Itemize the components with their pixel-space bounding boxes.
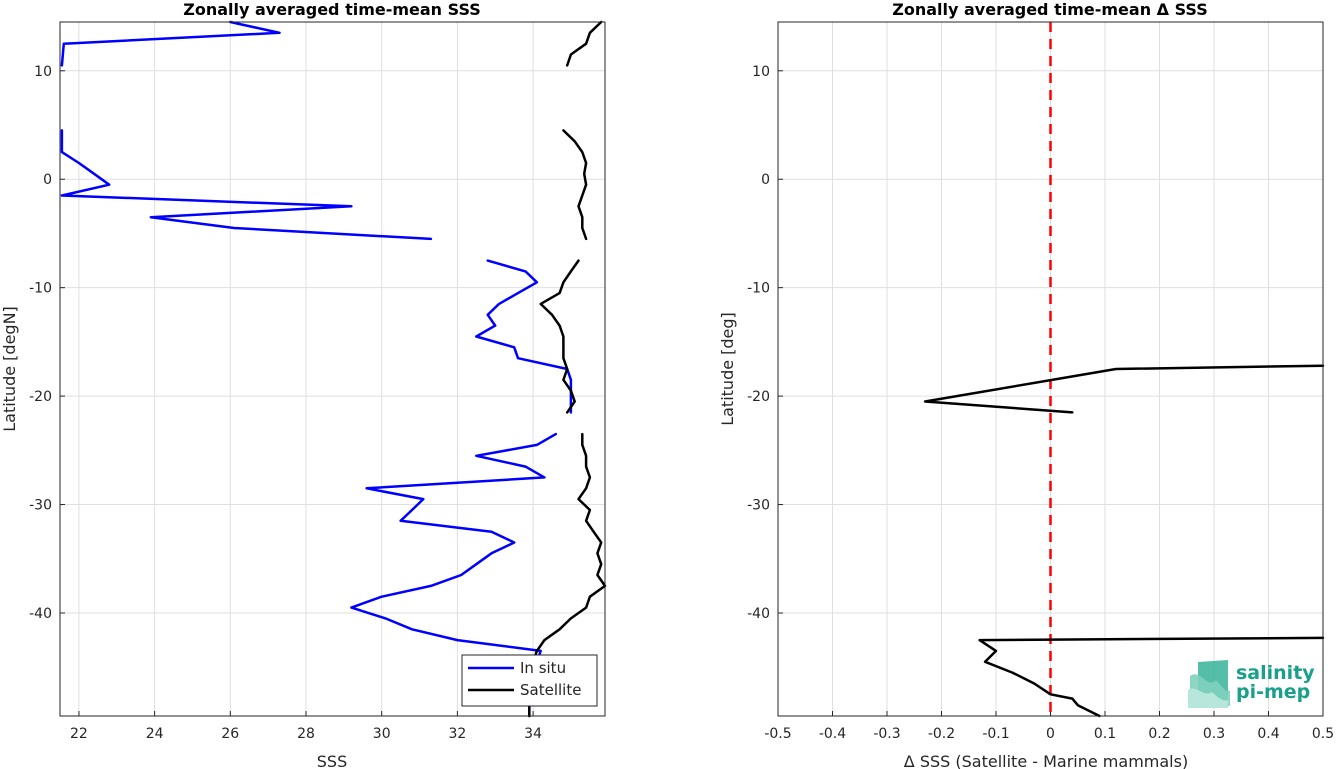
y-tick-label: -20	[29, 389, 52, 405]
logo-text-salinity: salinity	[1236, 662, 1315, 684]
y-tick-label: 10	[34, 64, 52, 80]
x-tick-label: 0.2	[1148, 726, 1170, 742]
chart-title-right: Zonally averaged time-mean Δ SSS	[892, 0, 1208, 19]
ticks-left: 22 24 26 28 30 32 34 10 0 -10 -20 -30 -40	[29, 64, 542, 742]
series-left	[60, 20, 607, 718]
x-tick-label: 28	[297, 726, 315, 742]
series-line-satellite	[562, 129, 588, 241]
x-tick-label: 0.3	[1203, 726, 1225, 742]
x-tick-label: 34	[524, 726, 542, 742]
x-tick-label: 0	[1046, 726, 1055, 742]
y-tick-label: 10	[752, 64, 770, 80]
axes-frame-left	[59, 21, 606, 717]
legend-box	[461, 654, 598, 707]
ticks-right: -0.5 -0.4 -0.3 -0.2 -0.1 0 0.1 0.2 0.3 0.4 0.5 10 0 -…	[747, 64, 1334, 742]
series-line-in-situ	[60, 129, 433, 241]
series-right	[923, 22, 1325, 718]
x-axis-label-right: Δ SSS (Satellite - Marine mammals)	[904, 752, 1188, 769]
x-tick-label: 24	[146, 726, 164, 742]
x-tick-label: 0.1	[1094, 726, 1116, 742]
y-tick-label: -20	[747, 389, 770, 405]
axes-frame-right	[777, 21, 1324, 717]
chart-title-left: Zonally averaged time-mean SSS	[183, 0, 481, 19]
x-tick-label: 32	[448, 726, 466, 742]
salinity-pi-mep-logo: salinity pi-mep	[1188, 660, 1315, 708]
wave-logo-icon	[1188, 660, 1230, 708]
series-line-delta-sss	[923, 364, 1325, 414]
x-tick-label: 22	[70, 726, 88, 742]
y-tick-label: 0	[43, 172, 52, 188]
grid-left	[60, 22, 605, 716]
series-line-delta-sss	[978, 636, 1325, 718]
series-line-in-situ	[475, 259, 573, 414]
panel-right-delta-sss: -0.5 -0.4 -0.3 -0.2 -0.1 0 0.1 0.2 0.3 0.4 0.5 10 0 -…	[718, 0, 1334, 769]
y-tick-label: 0	[761, 172, 770, 188]
panel-left-sss: 22 24 26 28 30 32 34 10 0 -10 -20 -30 -40 Zonally av…	[0, 0, 607, 769]
x-tick-label: -0.4	[819, 726, 846, 742]
x-axis-label-left: SSS	[317, 752, 347, 769]
series-line-satellite	[565, 20, 603, 67]
y-tick-label: -40	[747, 606, 770, 622]
y-axis-label-left: Latitude [degN]	[0, 306, 19, 432]
x-tick-label: -0.3	[873, 726, 900, 742]
y-tick-label: -40	[29, 606, 52, 622]
legend-label-in-situ: In situ	[520, 659, 566, 677]
logo-text-pi-mep: pi-mep	[1236, 681, 1310, 703]
legend-label-satellite: Satellite	[520, 681, 581, 699]
x-tick-label: 26	[221, 726, 239, 742]
y-tick-label: -10	[29, 281, 52, 297]
x-tick-label: 0.5	[1312, 726, 1334, 742]
legend: In situ Satellite	[461, 654, 598, 707]
x-tick-label: 30	[373, 726, 391, 742]
y-tick-label: -10	[747, 281, 770, 297]
y-tick-label: -30	[29, 498, 52, 514]
series-line-satellite	[539, 259, 580, 414]
y-tick-label: -30	[747, 498, 770, 514]
x-tick-label: -0.1	[982, 726, 1009, 742]
x-tick-label: -0.2	[928, 726, 955, 742]
series-line-in-situ	[60, 20, 281, 67]
x-tick-label: 0.4	[1257, 726, 1279, 742]
y-axis-label-right: Latitude [deg]	[718, 312, 737, 426]
x-tick-label: -0.5	[764, 726, 791, 742]
